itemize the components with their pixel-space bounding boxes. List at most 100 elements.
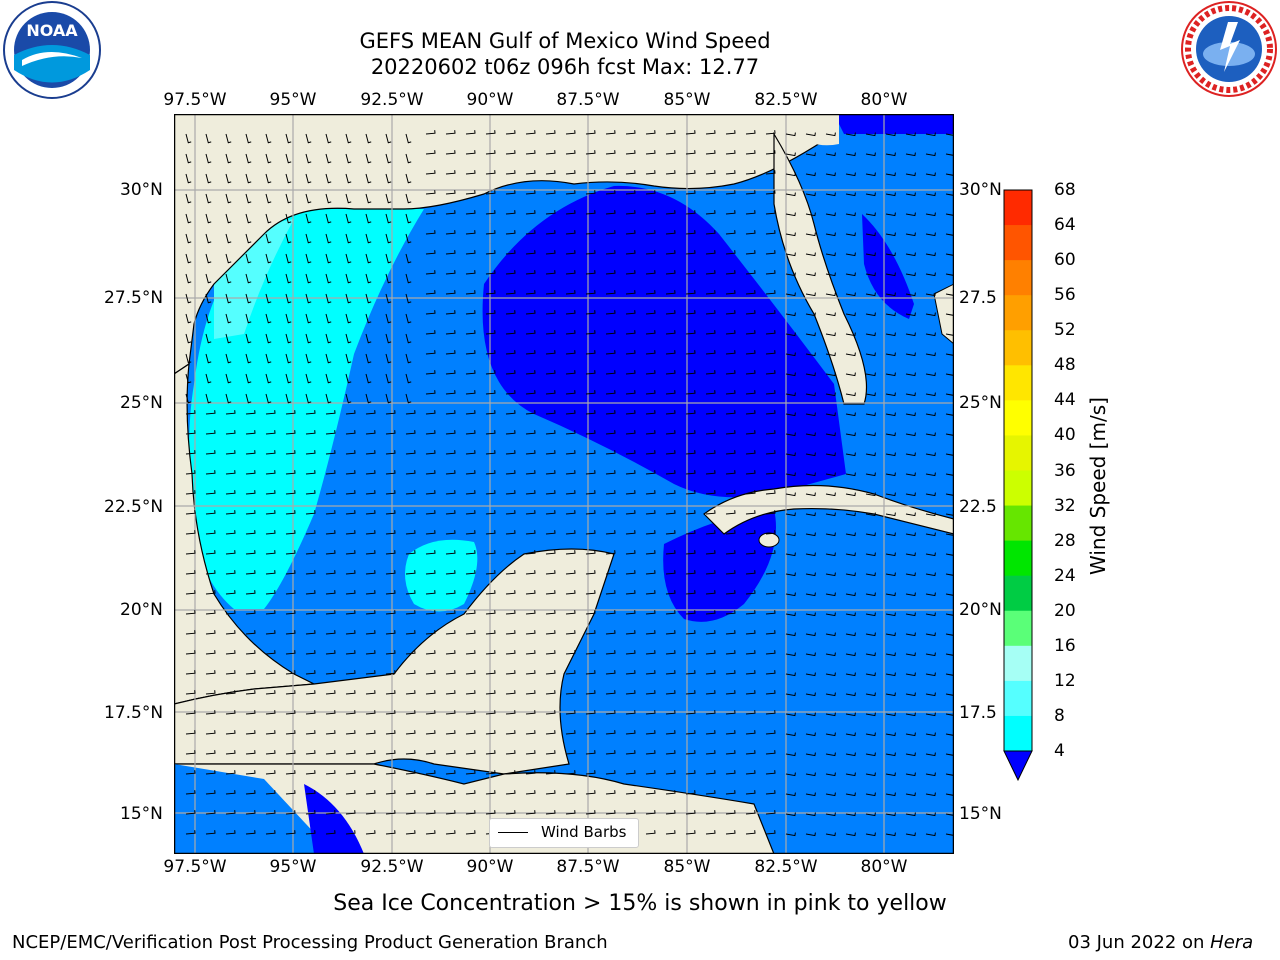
wind-barb [225, 450, 236, 455]
wind-barb [425, 490, 436, 495]
wind-barb [425, 770, 436, 775]
wind-barb [605, 350, 616, 355]
wind-barb [225, 770, 236, 775]
wind-barb [525, 710, 536, 715]
wind-barb [825, 372, 836, 377]
wind-barb [485, 570, 496, 575]
wind-barb [905, 752, 916, 757]
wind-barb [765, 630, 776, 635]
wind-barb [365, 133, 372, 144]
wind-barb [325, 730, 336, 735]
wind-barb [265, 550, 276, 555]
wind-barb [465, 190, 476, 195]
wind-barb [505, 710, 516, 715]
wind-barb [925, 652, 936, 657]
wind-barb [185, 253, 192, 264]
wind-barb [625, 370, 636, 375]
wind-barb [505, 570, 516, 575]
wind-barb [885, 492, 896, 497]
wind-barb [705, 130, 716, 135]
wind-barb [705, 790, 716, 795]
wind-barb [365, 450, 376, 455]
wind-barb [725, 770, 736, 775]
wind-barb [545, 410, 556, 415]
wind-barb [925, 572, 936, 577]
wind-barb [365, 610, 376, 615]
wind-barb [665, 410, 676, 415]
wind-barb [865, 132, 876, 137]
wind-barb [925, 732, 936, 737]
wind-barb [325, 830, 336, 835]
colorbar-segment [1004, 715, 1032, 752]
wind-barb [625, 570, 636, 575]
lat-left-label: 27.5°N [104, 288, 164, 308]
wind-barb [305, 233, 312, 244]
wind-barb [645, 710, 656, 715]
wind-barb [265, 253, 272, 264]
wind-barb [625, 270, 636, 275]
wind-barb [525, 290, 536, 295]
wind-barb [545, 670, 556, 675]
wind-barb [325, 430, 336, 435]
wind-barb [925, 612, 936, 617]
wind-barb [765, 690, 776, 695]
wind-barb [345, 830, 356, 835]
colorbar-tick-label: 44 [1054, 390, 1076, 411]
wind-barb [825, 432, 836, 437]
wind-barb [925, 372, 936, 377]
lat-right-label: 22.5 [959, 497, 997, 517]
wind-barb [185, 410, 196, 415]
wind-barb [585, 350, 596, 355]
wind-barb [745, 450, 756, 455]
wind-barb [525, 370, 536, 375]
wind-barb [865, 432, 876, 437]
lat-left-label: 17.5°N [104, 703, 164, 723]
wind-barb [205, 710, 216, 715]
wind-barb [345, 233, 352, 244]
wind-barb [445, 210, 456, 215]
wind-barb [805, 392, 816, 397]
wind-barb [305, 570, 316, 575]
wind-barb [685, 290, 696, 295]
wind-barb [285, 410, 296, 415]
wind-barb [185, 233, 192, 244]
wind-barb [505, 310, 516, 315]
wind-barb [365, 313, 372, 324]
wind-barb [405, 490, 416, 495]
wind-barb [945, 313, 954, 316]
wind-barb [305, 273, 312, 284]
wind-barb [905, 792, 916, 797]
wind-barb [665, 610, 676, 615]
wind-barb [525, 450, 536, 455]
wind-barb [185, 770, 196, 775]
wind-barb [825, 292, 836, 297]
colorbar-segment [1004, 295, 1032, 331]
land-bahamas [933, 283, 954, 345]
wind-barb [665, 310, 676, 315]
wind-barb [705, 590, 716, 595]
wind-barb [345, 470, 356, 475]
wind-barb [365, 670, 376, 675]
wind-barb [645, 130, 656, 135]
wind-barb [265, 470, 276, 475]
wind-barb [505, 530, 516, 535]
wind-barb [285, 273, 292, 284]
wind-barb [225, 530, 236, 535]
wind-barb [545, 210, 556, 215]
wind-barb [245, 810, 256, 815]
wind-barb [265, 353, 272, 364]
wind-barb [705, 470, 716, 475]
wind-barb [765, 810, 776, 815]
map-legend: Wind Barbs [489, 818, 639, 848]
wind-barb [305, 253, 312, 264]
wind-barb [305, 510, 316, 515]
wind-barb [585, 130, 596, 135]
wind-barb [545, 230, 556, 235]
wind-barb [565, 670, 576, 675]
wind-barb [305, 293, 312, 304]
wind-barb [725, 590, 736, 595]
land-yucatan [174, 548, 615, 775]
wind-barb [805, 372, 816, 377]
wind-barb [705, 810, 716, 815]
wind-barb [865, 652, 876, 657]
